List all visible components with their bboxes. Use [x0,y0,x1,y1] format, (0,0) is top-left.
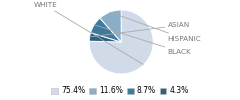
Wedge shape [89,10,153,74]
Text: ASIAN: ASIAN [90,22,190,37]
Text: WHITE: WHITE [33,2,143,64]
Text: HISPANIC: HISPANIC [110,12,201,42]
Text: BLACK: BLACK [94,25,191,55]
Wedge shape [89,33,121,42]
Wedge shape [100,10,121,42]
Wedge shape [90,18,121,42]
Legend: 75.4%, 11.6%, 8.7%, 4.3%: 75.4%, 11.6%, 8.7%, 4.3% [50,86,190,96]
